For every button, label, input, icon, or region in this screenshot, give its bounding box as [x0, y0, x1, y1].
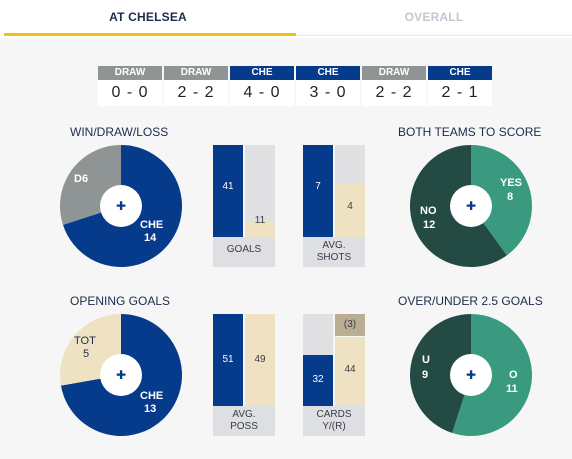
goals-caption-text: GOALS — [226, 244, 262, 255]
result-card: CHE 4 - 0 — [230, 66, 294, 108]
avg-poss-caption: AVG. POSS — [213, 406, 275, 436]
avg-poss-caption-line1: AVG. — [232, 409, 256, 420]
tab-divider — [296, 35, 572, 36]
che-slice-label: CHE — [140, 219, 164, 231]
btts-title: BOTH TEAMS TO SCORE — [398, 125, 542, 139]
result-score: 3 - 0 — [296, 80, 360, 106]
cards-away-bar — [335, 337, 365, 406]
under-value: 9 — [422, 369, 429, 381]
poss-home-value: 51 — [222, 354, 234, 365]
cards-home-bar — [303, 355, 333, 406]
over-under-donut: ✚ U 9 O 11 — [410, 314, 532, 436]
cards-home-value: 32 — [312, 374, 324, 385]
goals-home-value: 41 — [222, 181, 234, 192]
shots-home-value: 7 — [315, 181, 321, 192]
under-label: U — [422, 354, 430, 366]
tab-bar: AT CHELSEA OVERALL — [0, 0, 572, 38]
result-score: 0 - 0 — [98, 80, 162, 106]
crest-glyph: ✚ — [116, 199, 126, 213]
result-label: CHE — [296, 66, 360, 80]
shots-away-value: 4 — [347, 201, 353, 212]
slice-u — [410, 314, 471, 434]
svg-text:✚: ✚ — [466, 199, 476, 213]
result-label: DRAW — [98, 66, 162, 80]
result-card: CHE 2 - 1 — [428, 66, 492, 108]
result-label: CHE — [428, 66, 492, 80]
svg-text:✚: ✚ — [116, 199, 126, 213]
crest-glyph: ✚ — [466, 368, 476, 382]
over-label: O — [509, 369, 518, 381]
goals-caption: GOALS — [213, 237, 275, 267]
chelsea-crest-icon: ✚ — [100, 354, 142, 396]
shots-away-bar — [335, 184, 365, 237]
crest-glyph: ✚ — [116, 368, 126, 382]
result-score: 2 - 2 — [362, 80, 426, 106]
goals-away-bar — [245, 222, 275, 237]
cards-away-red-bar — [335, 314, 365, 336]
result-label: DRAW — [164, 66, 228, 80]
btts-donut: ✚ YES 8 NO 12 — [410, 145, 532, 267]
result-card: DRAW 0 - 0 — [98, 66, 162, 108]
cards-away-value: 44 — [344, 364, 356, 375]
win-draw-loss-title: WIN/DRAW/LOSS — [70, 125, 169, 139]
slice-yes — [471, 145, 532, 256]
over-under-title: OVER/UNDER 2.5 GOALS — [398, 294, 543, 308]
goals-away-value: 11 — [254, 215, 266, 226]
result-score: 4 - 0 — [230, 80, 294, 106]
active-tab-underline — [4, 33, 296, 36]
tot-slice-label: TOT — [74, 335, 96, 347]
opening-goals-title: OPENING GOALS — [70, 294, 171, 308]
avg-poss-caption-line2: POSS — [230, 421, 258, 432]
goals-away-track — [245, 145, 275, 237]
shots-home-bar — [303, 145, 333, 237]
cards-away-red-value: (3) — [343, 319, 357, 330]
result-card: CHE 3 - 0 — [296, 66, 360, 108]
chelsea-crest-icon: ✚ — [450, 185, 492, 227]
result-card: DRAW 2 - 2 — [362, 66, 426, 108]
goals-home-bar — [213, 145, 243, 237]
over-under-chart — [410, 314, 532, 436]
tab-overall[interactable]: OVERALL — [404, 10, 464, 24]
btts-yes-label: YES — [500, 177, 523, 189]
result-card: DRAW 2 - 2 — [164, 66, 228, 108]
slice-o — [452, 314, 532, 436]
cards-caption: CARDS Y/(R) — [303, 406, 365, 436]
btts-yes-value: 8 — [507, 191, 514, 203]
avg-shots-caption: AVG. SHOTS — [303, 237, 365, 267]
che-opening-value: 13 — [144, 403, 157, 415]
cards-caption-line2: Y/(R) — [322, 421, 346, 432]
poss-away-bar — [245, 314, 275, 406]
poss-home-bar — [213, 314, 243, 406]
cards-caption-line1: CARDS — [316, 409, 352, 420]
che-slice-value: 14 — [144, 232, 157, 244]
chelsea-crest-icon: ✚ — [450, 354, 492, 396]
win-draw-loss-donut: ✚ D6 CHE 14 — [60, 145, 182, 267]
over-value: 11 — [506, 383, 518, 395]
result-label: CHE — [230, 66, 294, 80]
tab-at-chelsea[interactable]: AT CHELSEA — [109, 10, 187, 24]
svg-text:✚: ✚ — [116, 368, 126, 382]
svg-text:✚: ✚ — [466, 368, 476, 382]
btts-no-label: NO — [420, 205, 437, 217]
che-opening-label: CHE — [140, 390, 164, 402]
opening-goals-donut: ✚ TOT 5 CHE 13 — [60, 314, 182, 436]
result-score: 2 - 2 — [164, 80, 228, 106]
poss-away-value: 49 — [254, 354, 266, 365]
avg-shots-caption-line2: SHOTS — [316, 252, 352, 263]
result-label: DRAW — [362, 66, 426, 80]
chelsea-crest-icon: ✚ — [100, 185, 142, 227]
avg-shots-caption-line1: AVG. — [322, 240, 346, 251]
result-score: 2 - 1 — [428, 80, 492, 106]
crest-glyph: ✚ — [466, 199, 476, 213]
draw-slice-label: D6 — [74, 173, 89, 185]
btts-no-value: 12 — [423, 219, 436, 231]
tot-slice-value: 5 — [83, 348, 90, 360]
